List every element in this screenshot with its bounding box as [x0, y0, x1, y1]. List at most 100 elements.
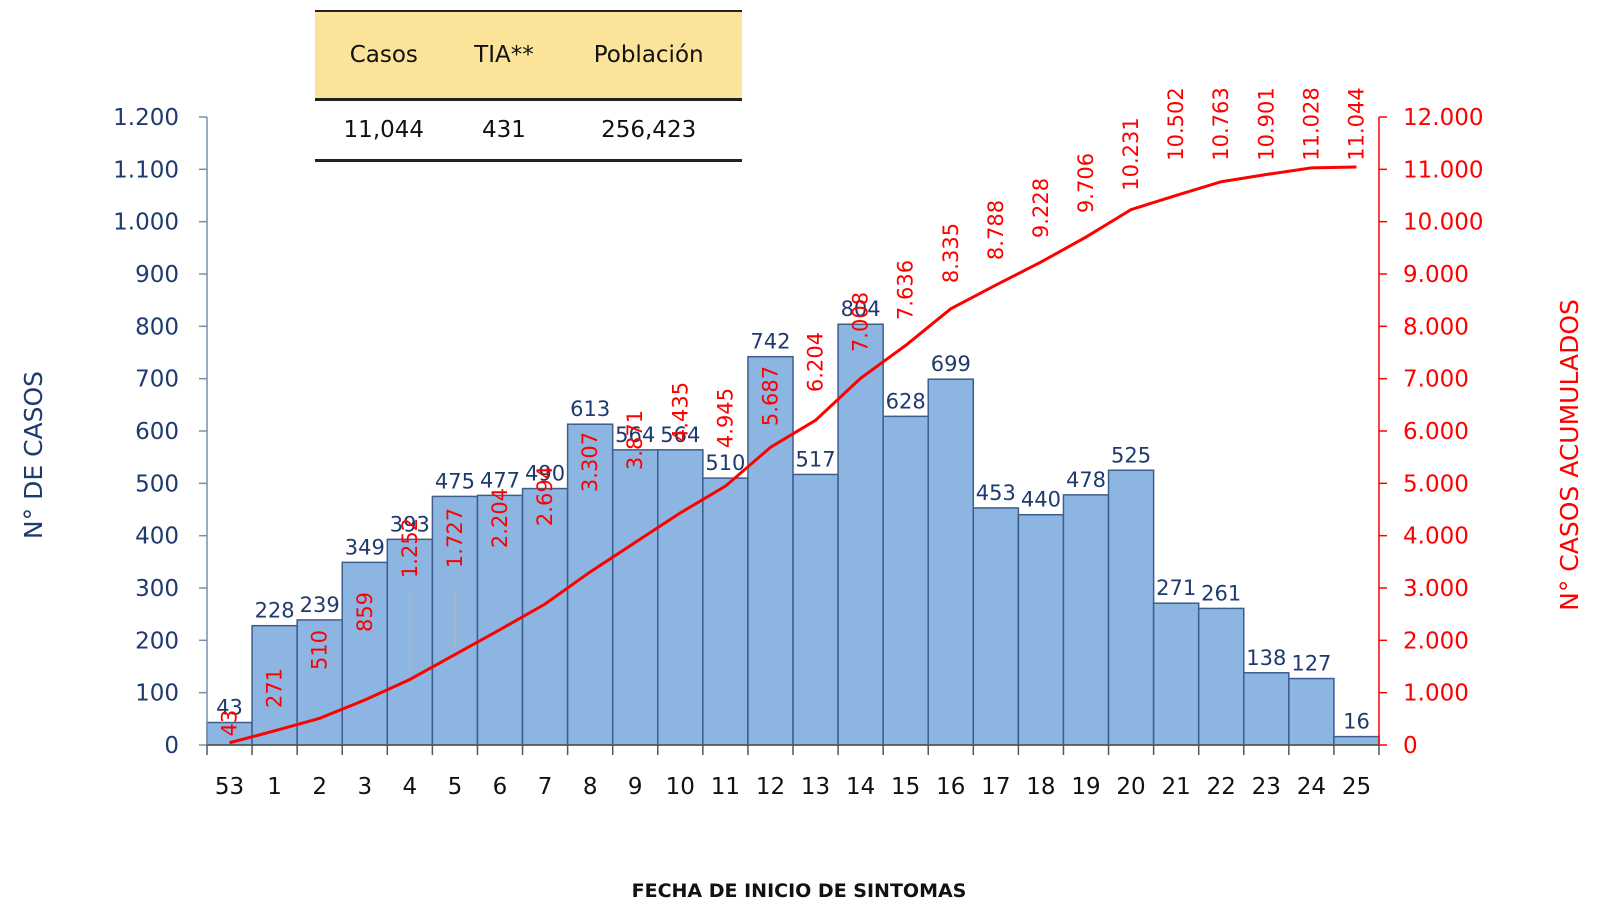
bar	[837, 323, 884, 746]
bar	[611, 449, 659, 746]
bar-value-label: 525	[1111, 443, 1151, 467]
bar-value-label: 564	[615, 423, 655, 447]
cumulative-value-label: 11.044	[1344, 87, 1368, 160]
cumulative-value-label: 10.502	[1164, 87, 1188, 160]
bar	[1288, 677, 1335, 746]
bar-value-label: 490	[525, 462, 565, 486]
y-tick-label: 0	[164, 733, 179, 759]
bar	[1017, 513, 1065, 746]
x-tick-label: 17	[981, 774, 1010, 800]
bar-value-label: 393	[390, 512, 430, 536]
x-tick-label: 16	[936, 774, 965, 800]
bar	[1107, 469, 1155, 746]
cumulative-value-label: 10.901	[1254, 87, 1278, 160]
x-tick-label: 7	[538, 774, 553, 800]
y2-axis-title: N° CASOS ACUMULADOS	[1555, 299, 1584, 611]
bar	[657, 449, 704, 746]
summary-value-row: 11,044 431 256,423	[315, 99, 742, 162]
cumulative-value-label: 859	[353, 592, 377, 632]
x-tick-label: 2	[312, 774, 327, 800]
cumulative-value-label: 1.252	[398, 518, 422, 578]
y-tick-label: 600	[135, 419, 179, 445]
bar-value-label: 138	[1246, 646, 1286, 670]
x-tick-label: 19	[1071, 774, 1100, 800]
y-tick-label: 700	[135, 367, 179, 393]
y2-tick-label: 9.000	[1403, 262, 1469, 288]
bar	[296, 619, 343, 746]
cumulative-value-label: 8.788	[984, 200, 1008, 260]
bar-value-label: 628	[886, 389, 926, 413]
bar	[1243, 672, 1290, 746]
bar-value-label: 478	[1066, 468, 1106, 492]
summary-value-poblacion: 256,423	[555, 99, 742, 162]
cumulative-value-label: 3.307	[578, 432, 602, 492]
summary-table: Casos TIA** Población 11,044 431 256,423	[315, 10, 742, 162]
bar	[927, 378, 975, 746]
bar	[747, 355, 794, 746]
x-tick-label: 13	[801, 774, 830, 800]
bar-value-label: 349	[345, 535, 385, 559]
y-tick-label: 800	[135, 314, 179, 340]
cumulative-value-label: 4.945	[713, 388, 737, 448]
y-tick-label: 400	[135, 524, 179, 550]
x-tick-label: 24	[1297, 774, 1326, 800]
cumulative-value-label: 3.871	[623, 410, 647, 470]
bar	[566, 423, 614, 746]
bar-value-label: 477	[480, 468, 520, 492]
x-axis-title: FECHA DE INICIO DE SINTOMAS	[631, 880, 967, 902]
bar-value-label: 16	[1343, 710, 1370, 734]
bar-value-label: 804	[841, 297, 881, 321]
bar	[882, 415, 929, 746]
bar	[702, 477, 749, 746]
bar-value-label: 271	[1156, 576, 1196, 600]
x-tick-label: 4	[403, 774, 418, 800]
y-tick-label: 100	[135, 681, 179, 707]
x-tick-label: 6	[493, 774, 508, 800]
x-tick-label: 9	[628, 774, 643, 800]
summary-header-tia: TIA**	[452, 10, 556, 101]
cumulative-value-label: 2.694	[533, 466, 557, 526]
cumulative-value-label: 9.228	[1029, 178, 1053, 238]
axes-layer: 01002003004005006007008009001.0001.1001.…	[113, 105, 1483, 800]
y-tick-label: 500	[135, 471, 179, 497]
y2-tick-label: 3.000	[1403, 576, 1469, 602]
cumulative-line	[229, 165, 1357, 745]
bar	[1152, 602, 1200, 746]
y2-tick-label: 2.000	[1403, 628, 1469, 654]
bar-value-label: 699	[931, 352, 971, 376]
bar	[972, 507, 1020, 746]
y2-tick-label: 6.000	[1403, 419, 1469, 445]
x-tick-label: 5	[448, 774, 463, 800]
y-tick-label: 300	[135, 576, 179, 602]
cumulative-value-label: 9.706	[1074, 153, 1098, 213]
cumulative-value-label: 10.763	[1209, 87, 1233, 160]
y2-tick-label: 12.000	[1403, 105, 1483, 131]
bar-value-label: 440	[1021, 488, 1061, 512]
bar-value-label: 510	[705, 451, 745, 475]
x-tick-label: 11	[711, 774, 740, 800]
summary-header-casos: Casos	[315, 10, 453, 101]
cumulative-value-label: 2.204	[488, 488, 512, 548]
x-tick-label: 1	[267, 774, 282, 800]
y2-tick-label: 7.000	[1403, 367, 1469, 393]
y2-tick-label: 4.000	[1403, 524, 1469, 550]
y2-tick-label: 0	[1403, 733, 1418, 759]
line-layer	[229, 165, 1357, 745]
cumulative-value-label: 7.008	[849, 292, 873, 352]
bars-layer	[206, 323, 1380, 746]
x-tick-label: 8	[583, 774, 598, 800]
bar	[792, 473, 839, 746]
y2-tick-label: 1.000	[1403, 681, 1469, 707]
bar	[1062, 494, 1110, 746]
x-tick-label: 10	[666, 774, 695, 800]
bar	[341, 561, 389, 746]
x-tick-label: 12	[756, 774, 785, 800]
x-tick-label: 25	[1342, 774, 1371, 800]
y-tick-label: 900	[135, 262, 179, 288]
y-tick-label: 1.100	[113, 157, 179, 183]
x-tick-label: 22	[1207, 774, 1236, 800]
x-tick-label: 20	[1116, 774, 1145, 800]
bar-value-label: 261	[1201, 581, 1241, 605]
x-tick-label: 53	[215, 774, 244, 800]
